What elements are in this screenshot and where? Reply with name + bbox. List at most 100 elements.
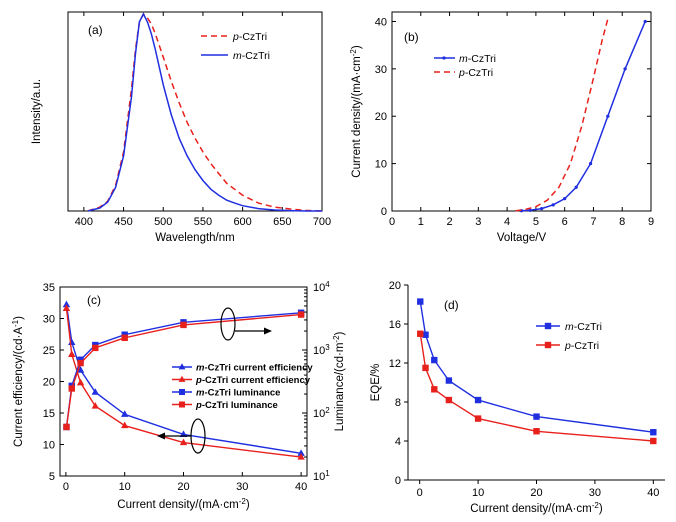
y-tick-label: 16 (389, 319, 401, 331)
x-tick-label: 7 (590, 216, 596, 228)
annotation-ellipse-luminance (220, 307, 236, 341)
x-tick-label: 500 (154, 216, 172, 228)
data-point (77, 356, 84, 363)
y-tick-label: 10 (375, 159, 387, 171)
x-axis-label: Current density/(mA·cm-2) (117, 497, 250, 512)
y-axis-label: EQE/% (370, 364, 382, 402)
data-point (92, 344, 99, 352)
y-tick-label: 15 (43, 408, 55, 420)
data-point (76, 378, 85, 386)
y-tick-label: 20 (375, 111, 387, 123)
x-tick-label: 10 (472, 487, 484, 499)
plot-frame (391, 11, 652, 212)
y-tick-label: 5 (49, 471, 55, 483)
data-point (623, 67, 627, 71)
series-line (419, 333, 654, 442)
panel-label: (b) (404, 30, 419, 44)
data-point (606, 114, 610, 118)
annotation-arrowhead-right (264, 327, 272, 335)
x-axis-label: Wavelength/nm (155, 232, 234, 244)
x-tick-label: 8 (619, 216, 625, 228)
series-line (515, 18, 609, 212)
data-point (563, 197, 567, 201)
y-tick-label: 20 (43, 377, 55, 389)
panel-label: (a) (88, 23, 103, 37)
x-tick-label: 700 (313, 216, 331, 228)
panel-label: (c) (87, 293, 101, 307)
data-point (431, 356, 438, 364)
series-line (87, 12, 323, 212)
data-point (68, 338, 76, 345)
y-tick-label: 12 (389, 358, 401, 370)
y-right-tick-label: 103 (313, 343, 330, 358)
data-point (574, 185, 578, 189)
x-tick-label: 40 (295, 481, 307, 493)
data-point (588, 161, 593, 166)
y-right-tick-label: 104 (313, 280, 330, 295)
series-line (87, 12, 322, 212)
x-tick-label: 400 (75, 216, 93, 228)
y-tick-label: 4 (395, 436, 401, 448)
legend-entry: m-CzTri (565, 321, 602, 333)
legend-entry: m-CzTri (233, 50, 270, 62)
y-tick-label: 10 (43, 440, 55, 452)
legend-marker (178, 363, 186, 370)
data-point (297, 453, 305, 460)
y-right-tick-label: 101 (313, 469, 330, 484)
y-tick-label: 30 (375, 64, 387, 76)
x-tick-label: 650 (273, 216, 291, 228)
series-line (419, 301, 654, 433)
y-axis-label: Current density/(mA·cm-2) (349, 45, 364, 178)
y-axis-label: Current efficiency/(cd·A-1) (11, 316, 26, 447)
legend-marker (179, 401, 185, 408)
data-point (417, 298, 424, 305)
data-point (77, 359, 84, 367)
x-tick-label: 5 (533, 216, 539, 228)
legend-marker (544, 322, 552, 330)
data-point (422, 331, 429, 338)
data-point (297, 449, 305, 456)
legend-marker (442, 56, 446, 60)
legend-marker (179, 389, 185, 395)
data-point (179, 430, 188, 437)
y-tick-label: 0 (381, 206, 387, 218)
legend-entry: p-CzTri (564, 340, 599, 352)
data-point (180, 321, 187, 329)
data-point (422, 364, 429, 372)
plot-frame (67, 11, 323, 212)
data-point (474, 396, 482, 404)
x-axis-label: Current density/(mA·cm-2) (470, 501, 603, 516)
y-tick-label: 8 (395, 397, 401, 409)
x-tick-label: 30 (589, 487, 601, 499)
data-point (68, 350, 76, 357)
legend-marker (544, 341, 552, 349)
y-tick-label: 25 (43, 345, 55, 357)
data-point (474, 415, 482, 422)
data-point (179, 438, 188, 446)
legend-entry: m-CzTri current efficiency (196, 363, 313, 374)
data-point (551, 203, 555, 207)
x-tick-label: 450 (114, 216, 132, 228)
y-axis-label-right: Luminance/(cd·m-2) (332, 331, 347, 431)
data-point (63, 423, 70, 431)
x-tick-label: 6 (562, 216, 568, 228)
y-tick-label: 35 (43, 282, 55, 294)
data-point (121, 410, 129, 417)
data-point (91, 388, 99, 395)
x-tick-label: 550 (194, 216, 212, 228)
legend-entry: p-CzTri (458, 67, 493, 79)
x-tick-label: 0 (389, 216, 395, 228)
data-point (431, 386, 438, 393)
data-point (445, 377, 453, 384)
data-point (650, 437, 657, 445)
data-point (297, 311, 305, 318)
x-tick-label: 10 (119, 481, 131, 493)
legend-marker (178, 375, 186, 382)
x-tick-label: 1 (418, 216, 424, 228)
data-point (445, 396, 453, 404)
data-point (62, 304, 71, 311)
data-point (533, 413, 540, 420)
annotation-arrowhead-left (157, 432, 165, 440)
x-tick-label: 40 (647, 487, 659, 499)
